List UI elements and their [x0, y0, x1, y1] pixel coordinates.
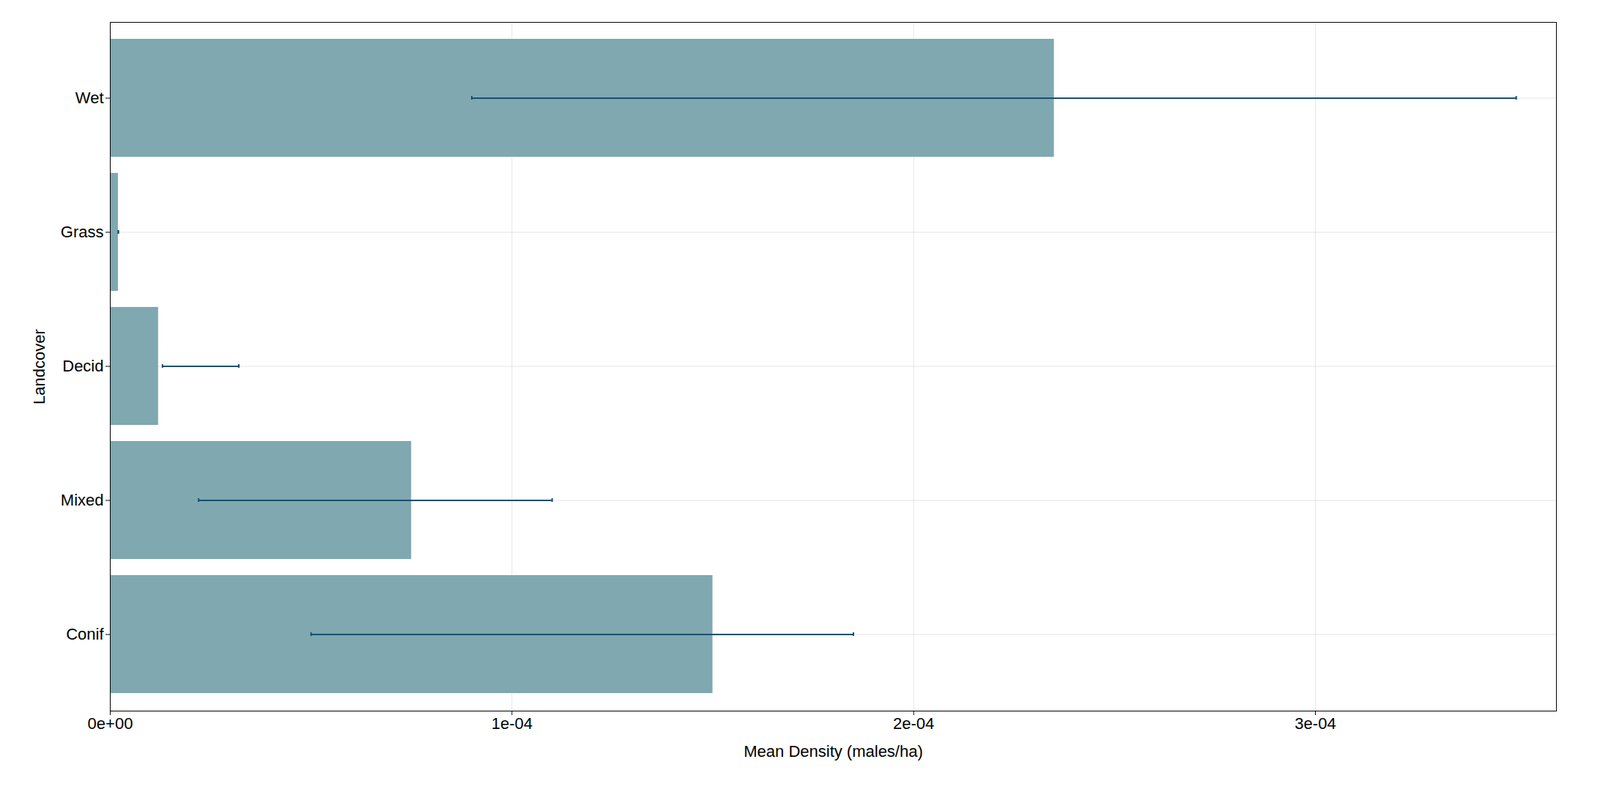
svg-text:Mean Density (males/ha): Mean Density (males/ha)	[743, 742, 924, 761]
svg-text:0e+00: 0e+00	[87, 714, 134, 733]
svg-text:Landcover: Landcover	[30, 328, 49, 405]
svg-text:3e-04: 3e-04	[1294, 714, 1336, 733]
svg-text:Decid: Decid	[62, 356, 104, 376]
svg-text:Wet: Wet	[75, 88, 105, 107]
svg-text:Grass: Grass	[60, 222, 105, 242]
svg-text:1e-04: 1e-04	[491, 714, 533, 733]
svg-text:Conif: Conif	[65, 624, 105, 644]
svg-text:Mixed: Mixed	[60, 490, 105, 510]
svg-text:2e-04: 2e-04	[893, 714, 935, 733]
